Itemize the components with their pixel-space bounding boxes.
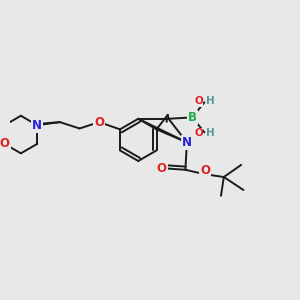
- Text: O: O: [200, 164, 210, 177]
- Text: O: O: [157, 162, 167, 175]
- Text: O: O: [94, 116, 104, 129]
- Text: O: O: [194, 128, 203, 138]
- Text: O: O: [194, 97, 203, 106]
- Text: H: H: [206, 128, 214, 138]
- Text: N: N: [182, 136, 192, 149]
- Text: H: H: [206, 97, 214, 106]
- Text: O: O: [0, 137, 10, 150]
- Text: N: N: [32, 119, 42, 132]
- Text: B: B: [188, 111, 197, 124]
